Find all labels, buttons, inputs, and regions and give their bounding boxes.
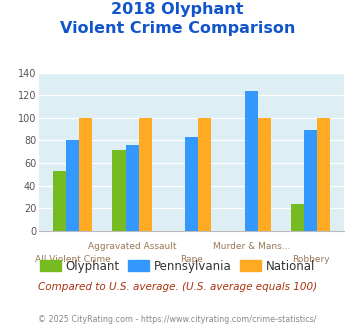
Text: Aggravated Assault: Aggravated Assault bbox=[88, 242, 176, 251]
Bar bbox=[317, 118, 331, 231]
Text: Robbery: Robbery bbox=[292, 255, 330, 264]
Text: 2018 Olyphant: 2018 Olyphant bbox=[111, 2, 244, 16]
Bar bbox=[66, 141, 79, 231]
Bar bbox=[198, 118, 211, 231]
Bar bbox=[304, 130, 317, 231]
Bar bbox=[53, 171, 66, 231]
Text: Rape: Rape bbox=[180, 255, 203, 264]
Bar bbox=[291, 204, 304, 231]
Text: © 2025 CityRating.com - https://www.cityrating.com/crime-statistics/: © 2025 CityRating.com - https://www.city… bbox=[38, 315, 317, 324]
Bar bbox=[139, 118, 152, 231]
Bar bbox=[126, 145, 139, 231]
Bar bbox=[245, 91, 258, 231]
Text: All Violent Crime: All Violent Crime bbox=[35, 255, 110, 264]
Bar bbox=[185, 137, 198, 231]
Bar bbox=[113, 149, 126, 231]
Text: Compared to U.S. average. (U.S. average equals 100): Compared to U.S. average. (U.S. average … bbox=[38, 282, 317, 292]
Text: Violent Crime Comparison: Violent Crime Comparison bbox=[60, 21, 295, 36]
Bar bbox=[79, 118, 92, 231]
Bar bbox=[258, 118, 271, 231]
Text: Murder & Mans...: Murder & Mans... bbox=[213, 242, 290, 251]
Legend: Olyphant, Pennsylvania, National: Olyphant, Pennsylvania, National bbox=[35, 255, 320, 278]
